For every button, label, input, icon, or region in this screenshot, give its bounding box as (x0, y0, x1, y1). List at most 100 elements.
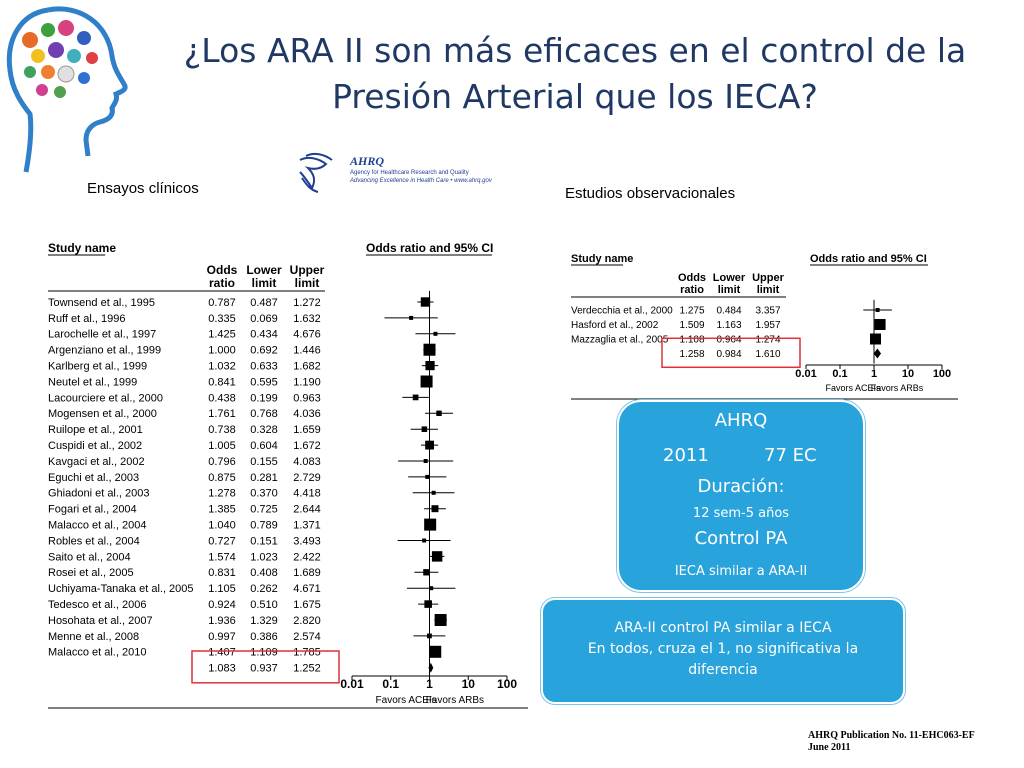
study-name: Malacco et al., 2004 (48, 519, 146, 531)
ahrq-info-box: AHRQ 2011 77 EC Duración: 12 sem-5 años … (617, 400, 865, 592)
study-upper: 1.446 (293, 345, 321, 357)
study-or: 1.000 (208, 345, 236, 357)
study-lower: 0.725 (250, 504, 278, 516)
study-point (425, 360, 435, 371)
study-or: 0.997 (208, 631, 236, 643)
study-point (425, 440, 435, 450)
study-lower: 0.633 (250, 360, 278, 372)
study-upper: 1.957 (755, 320, 780, 331)
study-upper: 2.574 (293, 631, 321, 643)
study-or: 0.727 (208, 535, 236, 547)
study-upper: 1.659 (293, 424, 321, 436)
study-upper: 1.682 (293, 360, 321, 372)
x-tick-label: 1 (871, 368, 877, 380)
study-name: Larochelle et al., 1997 (48, 329, 156, 341)
info-box-trials: 77 EC (764, 445, 817, 466)
col-header-lower-2: limit (718, 284, 741, 296)
study-lower: 0.487 (250, 297, 278, 309)
study-point (420, 297, 431, 307)
slide-title-line2: Presión Arterial que los IECA? (332, 77, 818, 116)
study-or: 0.738 (208, 424, 236, 436)
study-lower: 0.768 (250, 408, 278, 420)
study-upper: 1.190 (293, 376, 321, 388)
study-or: 0.787 (208, 297, 236, 309)
info-box-source: AHRQ (714, 410, 768, 431)
study-point (423, 459, 428, 463)
study-upper: 4.418 (293, 488, 321, 500)
favors-left-label: Favors ACEIs (376, 695, 437, 706)
study-name: Mogensen et al., 2000 (48, 408, 157, 420)
favors-right-label: Favors ARBs (871, 383, 924, 393)
study-upper: 0.963 (293, 392, 321, 404)
study-lower: 1.109 (250, 647, 278, 659)
study-name: Uchiyama-Tanaka et al., 2005 (48, 583, 194, 595)
study-name: Mazzaglia et al., 2005 (571, 335, 669, 346)
ci-title: Odds ratio and 95% CI (810, 253, 927, 265)
study-lower: 0.484 (716, 306, 741, 317)
conclusion-line1: ARA-II control PA similar a IECA (614, 620, 832, 636)
pooled-diamond (873, 348, 882, 359)
study-point (409, 315, 414, 320)
study-lower: 0.510 (250, 599, 278, 611)
study-name: Ghiadoni et al., 2003 (48, 488, 150, 500)
study-name-header: Study name (48, 241, 116, 255)
study-upper: 4.671 (293, 583, 321, 595)
study-name: Argenziano et al., 1999 (48, 345, 161, 357)
study-or: 1.936 (208, 615, 236, 627)
study-upper: 1.785 (293, 647, 321, 659)
x-tick-label: 100 (933, 368, 951, 380)
study-name: Saito et al., 2004 (48, 551, 131, 563)
study-point (429, 586, 434, 591)
info-box-result: IECA similar a ARA-II (674, 564, 808, 579)
study-lower: 0.370 (250, 488, 278, 500)
col-header-upper: Upper (752, 272, 785, 284)
pooled-diamond (428, 662, 434, 673)
study-or: 1.407 (208, 647, 236, 659)
study-name: Rosei et al., 2005 (48, 567, 134, 579)
info-box-control-pa: Control PA (694, 528, 788, 549)
x-tick-label: 0.1 (382, 677, 399, 691)
study-name: Fogari et al., 2004 (48, 504, 137, 516)
pooled-lower: 0.984 (716, 349, 741, 360)
x-tick-label: 10 (902, 368, 914, 380)
study-or: 0.841 (208, 376, 236, 388)
x-tick-label: 0.1 (832, 368, 847, 380)
study-point (420, 375, 433, 388)
study-point (875, 308, 880, 312)
slide-title: ¿Los ARA II son más eficaces en el contr… (150, 28, 1000, 120)
study-name: Cuspidi et al., 2002 (48, 440, 142, 452)
study-upper: 2.644 (293, 504, 321, 516)
study-upper: 1.689 (293, 567, 321, 579)
study-lower: 0.595 (250, 376, 278, 388)
hhs-eagle-icon (299, 152, 333, 193)
study-or: 0.831 (208, 567, 236, 579)
conclusion-box: ARA-II control PA similar a IECA En todo… (541, 598, 905, 704)
study-or: 1.385 (208, 504, 236, 516)
study-name: Hasford et al., 2002 (571, 320, 659, 331)
study-name: Townsend et al., 1995 (48, 297, 155, 309)
publication-number: AHRQ Publication No. 11-EHC063-EF (808, 730, 975, 741)
study-upper: 3.357 (755, 306, 780, 317)
study-name: Neutel et al., 1999 (48, 376, 137, 388)
study-upper: 1.274 (755, 335, 780, 346)
pooled-or: 1.258 (679, 349, 704, 360)
info-box-year: 2011 (663, 445, 709, 466)
study-lower: 1.329 (250, 615, 278, 627)
col-header-lower-2: limit (252, 276, 277, 290)
study-upper: 2.820 (293, 615, 321, 627)
study-or: 0.875 (208, 472, 236, 484)
x-tick-label: 10 (462, 677, 476, 691)
study-name: Lacourciere et al., 2000 (48, 392, 163, 404)
study-lower: 0.328 (250, 424, 278, 436)
col-header-upper-2: limit (295, 276, 320, 290)
study-lower: 1.023 (250, 551, 278, 563)
pooled-highlight-box (191, 650, 340, 684)
study-lower: 0.386 (250, 631, 278, 643)
study-name: Kavgaci et al., 2002 (48, 456, 145, 468)
study-or: 1.425 (208, 329, 236, 341)
label-estudios-observacionales: Estudios observacionales (565, 185, 736, 202)
study-upper: 1.672 (293, 440, 321, 452)
study-or: 0.924 (208, 599, 236, 611)
study-upper: 4.083 (293, 456, 321, 468)
